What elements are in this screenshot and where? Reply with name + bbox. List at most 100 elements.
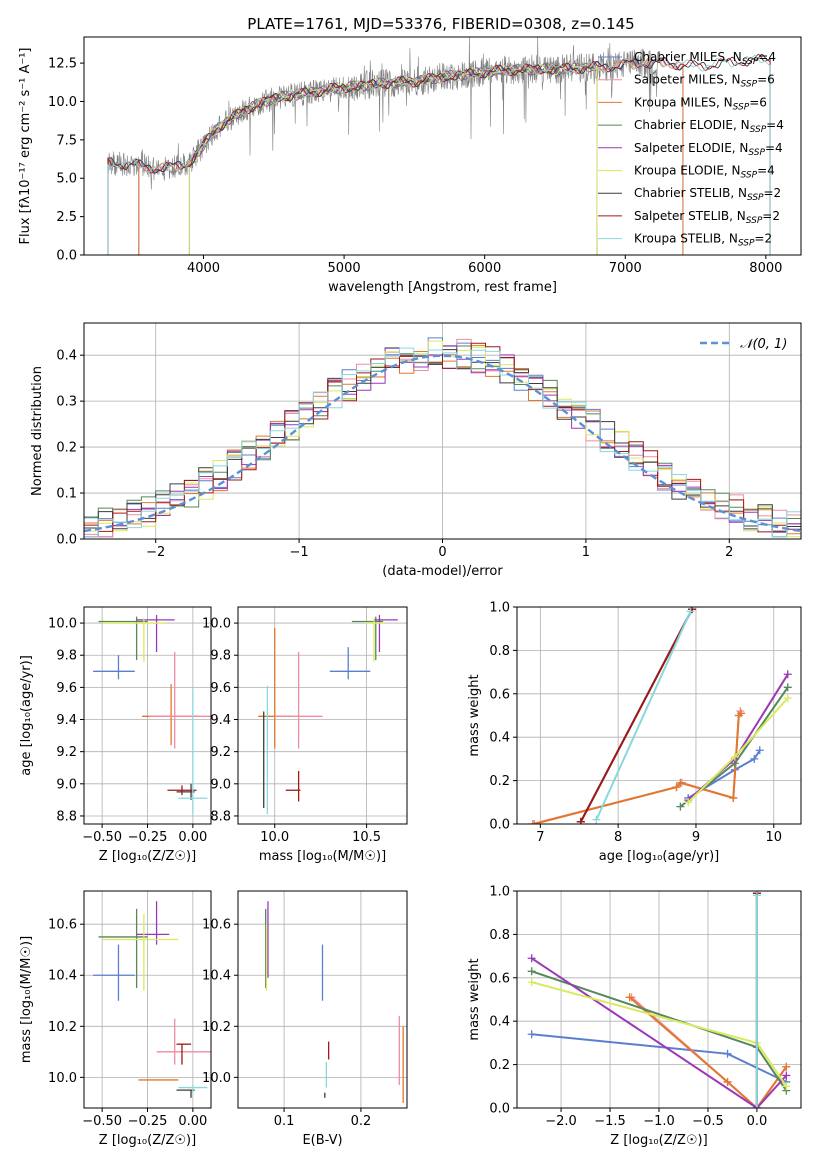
error-bar-point [285,770,301,802]
y-tick-label: 0.2 [489,774,510,789]
mass-weight-marker [676,778,685,787]
axes-frame [516,606,802,825]
mass-weight-line [628,996,788,1108]
x-tick-label: 5000 [328,261,361,276]
grid [84,891,211,1108]
mass-weight-vs-age-panel: 7 8 9 10 0.0 0.2 0.4 0.6 0.8 1.0 age [log₁₀(age/yr… [467,601,802,864]
y-tick-label: 0.6 [489,687,510,702]
x-tick-label: 10.5 [352,830,381,845]
legend-entry: Chabrier MILES, NSSP=4 [634,50,776,67]
y-tick-label: 9.6 [210,681,231,696]
plot-area [93,615,211,815]
x-tick-label: 1 [582,545,590,560]
residual-histogram-panel: 𝒩(0, 1) −2 −1 0 1 2 0.0 0.1 0.2 0.3 0.4 (data-model… [30,322,802,579]
y-tick-label: 0.0 [489,1102,510,1117]
y-tick-label: 10.4 [202,969,231,984]
error-bar-point [329,647,371,680]
legend-entry: Salpeter ELODIE, NSSP=4 [634,141,783,158]
x-tick-label: −1 [290,545,309,560]
x-tick-label: −1.0 [643,1114,675,1129]
y-tick-label: 0.8 [489,644,510,659]
y-tick-label: 1.0 [489,601,510,616]
x-tick-label: 0 [438,545,446,560]
mass-weight-line [595,610,692,821]
x-tick-label: −0.25 [128,830,168,845]
mass-weight-marker [625,993,634,1002]
y-tick-label: 10.6 [48,918,77,933]
y-axis-label: Normed distribution [30,366,45,496]
x-axis-label: E(B-V) [302,1133,342,1148]
y-tick-label: 9.6 [56,681,77,696]
axes-frame [83,36,802,256]
y-tick-label: 9.4 [210,713,231,728]
x-tick-label: 7000 [609,261,642,276]
histogram-steps [84,340,801,538]
x-tick-label: 6000 [468,261,501,276]
model-spectrum [107,54,771,255]
axes-frame [237,890,408,1109]
mass-weight-marker [783,670,792,679]
grid [517,890,801,1109]
y-tick-label: 10.4 [48,969,77,984]
legend-entry: Kroupa ELODIE, NSSP=4 [634,164,775,181]
mass-weight-marker [576,817,585,824]
grid [84,607,211,824]
mass-weight-marker [752,891,761,900]
mass-weight-line [532,710,742,824]
observed-spectrum [107,37,658,190]
x-tick-label: 8 [614,830,622,845]
y-tick-label: 10.0 [48,1071,77,1086]
mass-vs-metallicity-panel: −0.50 −0.25 0.00 10.0 10.2 10.4 10.6 Z [log₁₀(Z… [19,890,212,1148]
y-tick-label: 5.0 [56,172,77,187]
mass-weight-line [579,608,693,823]
plot-area [107,37,771,255]
y-tick-label: 9.8 [56,649,77,664]
legend-entry: Chabrier ELODIE, NSSP=4 [634,118,784,135]
plot-area [258,615,398,815]
error-bar-point [102,618,166,662]
x-tick-label: −1.5 [594,1114,626,1129]
x-axis-label: age [log₁₀(age/yr)] [599,849,720,864]
y-tick-label: 0.4 [56,349,77,364]
mass-weight-marker [527,954,536,963]
plot-area [265,901,404,1103]
x-tick-label: 9 [692,830,700,845]
y-axis-label: mass weight [467,674,482,756]
mass-weight-marker [782,1082,791,1091]
model-spectrum [138,57,684,255]
error-bar-point [351,616,384,661]
x-axis-label: mass [log₁₀(M/M☉)] [259,849,386,864]
x-tick-label: −0.25 [128,1114,168,1129]
mass-weight-marker [676,802,685,811]
y-tick-label: 9.8 [210,649,231,664]
mass-weight-line [687,749,761,799]
y-tick-label: 9.0 [56,777,77,792]
y-tick-label: 10.0 [48,95,77,110]
mass-weight-marker [527,978,536,987]
plot-area [84,337,801,538]
error-bar-point [156,1018,211,1065]
y-axis-label: age [log₁₀(age/yr)] [19,655,34,776]
mass-weight-line [531,957,788,1108]
y-tick-label: 8.8 [210,809,231,824]
mass-weight-marker [737,709,746,718]
x-axis-label: Z [log₁₀(Z/Z☉)] [610,1133,707,1148]
legend: Chabrier MILES, NSSP=4 Salpeter MILES, NS… [598,50,784,249]
y-axis-label: Flux [fλ10⁻¹⁷ erg cm⁻² s⁻¹ A⁻¹] [18,48,33,245]
mass-weight-marker [527,1030,536,1039]
mass-weight-marker [782,1062,791,1071]
mass-weight-marker [783,683,792,692]
histogram-steps [84,347,801,538]
histogram-steps [84,349,801,532]
x-tick-label: 0.2 [351,1114,372,1129]
figure-title: PLATE=1761, MJD=53376, FIBERID=0308, z=0… [247,15,634,33]
x-tick-label: −2.0 [545,1114,577,1129]
x-tick-label: 8000 [749,261,782,276]
legend-entry: Chabrier STELIB, NSSP=2 [634,186,781,203]
mass-weight-marker [782,1071,791,1080]
y-tick-label: 0.0 [489,818,510,833]
error-bar-point [98,908,148,989]
error-bar-point [93,655,135,680]
x-axis-label: wavelength [Angstrom, rest frame] [328,280,557,295]
mass-weight-marker [527,967,536,976]
